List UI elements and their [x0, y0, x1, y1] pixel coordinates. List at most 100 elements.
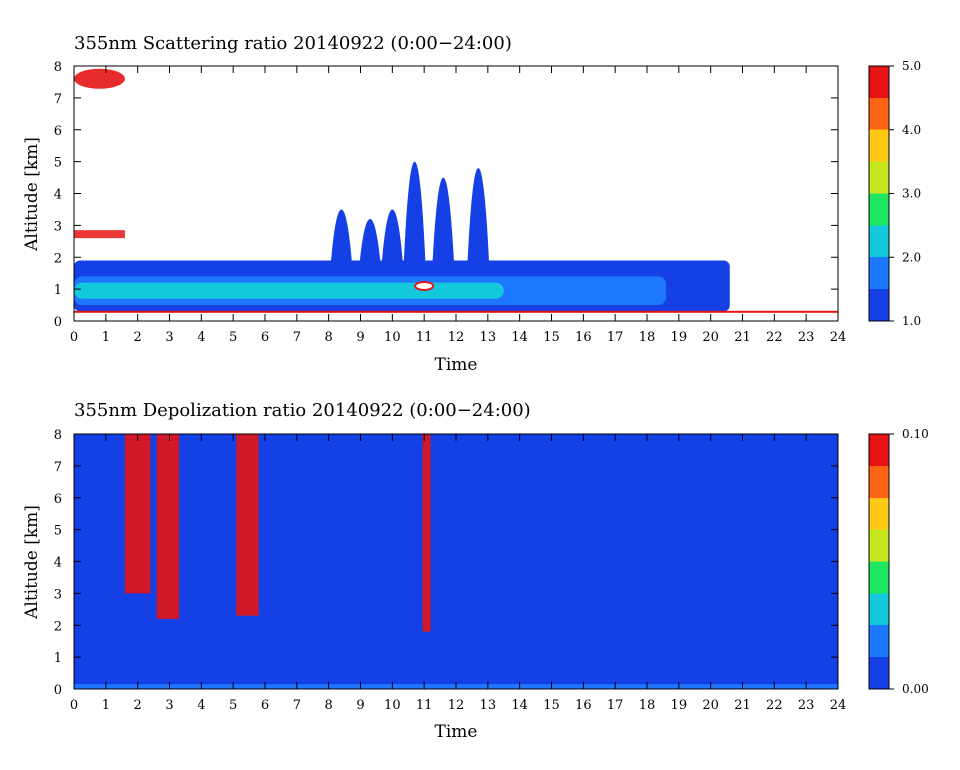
x-tick-label: 15 [543, 330, 560, 345]
x-tick-label: 2 [134, 330, 142, 345]
x-tick-label: 7 [293, 698, 301, 713]
x-tick-label: 3 [165, 698, 173, 713]
axes-depolization: 0 1 2 3 4 5 6 7 8 9 10 11 12 13 14 15 16 17 18 19 20 21 22 23 24… [54, 428, 847, 713]
x-tick-label: 19 [671, 330, 688, 345]
x-tick-label: 10 [384, 330, 401, 345]
depol-column [124, 434, 151, 594]
x-tick-label: 6 [261, 330, 269, 345]
x-tick-label: 18 [639, 330, 656, 345]
x-tick-label: 5 [229, 698, 237, 713]
x-tick-label: 8 [325, 330, 333, 345]
x-tick-label: 6 [261, 698, 269, 713]
y-tick-label: 2 [54, 251, 62, 266]
x-tick-label: 23 [798, 330, 815, 345]
colorbar-tick-label: 0.00 [902, 682, 929, 696]
y-axis-label-scattering: Altitude [km] [22, 137, 42, 252]
scattering-heatmap [74, 68, 838, 313]
x-tick-label: 24 [830, 330, 847, 345]
x-tick-label: 14 [511, 698, 528, 713]
x-tick-label: 13 [480, 698, 497, 713]
y-tick-label: 5 [54, 156, 62, 171]
x-tick-label: 14 [511, 330, 528, 345]
x-tick-label: 15 [543, 698, 560, 713]
x-tick-label: 9 [356, 330, 364, 345]
depol-column [236, 434, 259, 616]
colorbar-tick-label: 0.10 [902, 427, 929, 441]
x-tick-label: 18 [639, 698, 656, 713]
y-tick-label: 7 [54, 460, 62, 475]
x-tick-label: 0 [70, 330, 78, 345]
y-tick-label: 2 [54, 619, 62, 634]
boundary-layer-peak [74, 282, 504, 299]
convective-plume [432, 177, 455, 270]
high-cloud [74, 68, 125, 89]
colorbar-tick-label: 2.0 [902, 250, 921, 264]
y-tick-label: 1 [54, 651, 62, 666]
x-tick-label: 13 [480, 330, 497, 345]
y-tick-label: 0 [54, 683, 62, 698]
y-tick-label: 1 [54, 283, 62, 298]
depol-column [156, 434, 180, 619]
cloud-mark [414, 280, 435, 291]
x-tick-label: 23 [798, 698, 815, 713]
x-tick-label: 22 [766, 330, 783, 345]
y-tick-label: 0 [54, 315, 62, 330]
x-tick-label: 17 [607, 330, 624, 345]
depolization-ratio-panel: 355nm Depolization ratio 20140922 (0:00−… [22, 400, 929, 742]
y-tick-label: 6 [54, 492, 62, 507]
x-tick-label: 11 [416, 698, 433, 713]
y-tick-label: 6 [54, 124, 62, 139]
cloud-layer [74, 230, 125, 239]
colorbar-tick-label: 3.0 [902, 187, 921, 201]
x-tick-label: 21 [734, 698, 751, 713]
y-tick-label: 3 [54, 219, 62, 234]
x-tick-label: 19 [671, 698, 688, 713]
x-tick-label: 12 [448, 330, 465, 345]
chart-title-depolization: 355nm Depolization ratio 20140922 (0:00−… [74, 400, 531, 421]
colorbar-depolization [868, 433, 890, 690]
x-tick-label: 1 [102, 330, 110, 345]
x-tick-label: 2 [134, 698, 142, 713]
x-tick-label: 20 [702, 698, 719, 713]
convective-plume [358, 219, 382, 270]
colorbar-ticks-depolization: 0.00 0.10 [889, 427, 929, 696]
depol-background [74, 434, 838, 689]
x-tick-label: 1 [102, 698, 110, 713]
x-axis-label-scattering: Time [435, 355, 478, 375]
y-tick-label: 3 [54, 587, 62, 602]
colorbar-tick-label: 1.0 [902, 314, 921, 328]
x-tick-label: 22 [766, 698, 783, 713]
x-tick-label: 10 [384, 698, 401, 713]
x-tick-label: 12 [448, 698, 465, 713]
y-tick-label: 4 [54, 556, 62, 571]
colorbar-ticks-scattering: 1.0 2.0 3.0 4.0 5.0 [889, 59, 921, 328]
x-tick-label: 21 [734, 330, 751, 345]
x-axis-label-depolization: Time [435, 722, 478, 742]
scattering-ratio-panel: 355nm Scattering ratio 20140922 (0:00−24… [22, 33, 921, 375]
x-tick-label: 16 [575, 698, 592, 713]
x-tick-label: 9 [356, 698, 364, 713]
depol-column [422, 434, 431, 632]
x-tick-label: 4 [197, 698, 205, 713]
y-tick-label: 5 [54, 524, 62, 539]
x-tick-label: 8 [325, 698, 333, 713]
x-tick-label: 17 [607, 698, 624, 713]
y-axis-label-depolization: Altitude [km] [22, 505, 42, 620]
depolization-heatmap [74, 434, 838, 689]
surface-line [74, 310, 838, 313]
colorbar-tick-label: 5.0 [902, 59, 921, 73]
x-tick-label: 0 [70, 698, 78, 713]
convective-plume [403, 161, 426, 270]
x-tick-label: 24 [830, 698, 847, 713]
x-tick-label: 5 [229, 330, 237, 345]
y-tick-label: 7 [54, 92, 62, 107]
convective-plume [330, 209, 353, 270]
convective-plume [467, 168, 490, 270]
x-tick-label: 11 [416, 330, 433, 345]
colorbar-tick-label: 4.0 [902, 123, 921, 137]
x-tick-label: 16 [575, 330, 592, 345]
convective-plume [381, 209, 404, 270]
x-tick-label: 4 [197, 330, 205, 345]
y-tick-label: 8 [54, 428, 62, 443]
